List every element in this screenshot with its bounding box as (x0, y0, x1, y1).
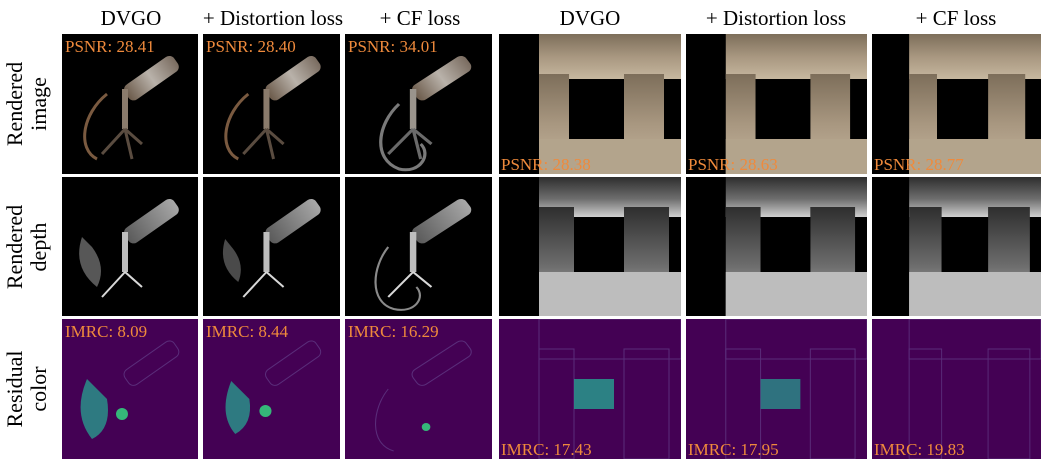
depth-map (539, 177, 681, 316)
imrc-label: IMRC: 17.95 (688, 440, 779, 459)
stone-rendered-image-cf: PSNR: 28.77 (872, 34, 1041, 174)
column-header-cf-1: + CF loss (379, 6, 461, 30)
microphone-image (224, 55, 321, 161)
stone-arch-image (539, 34, 681, 174)
stone-depth-cf (872, 177, 1041, 316)
residual-map (538, 319, 681, 459)
mic-residual-cf: IMRC: 16.29 (345, 319, 492, 459)
psnr-label: PSNR: 28.38 (501, 155, 591, 174)
stone-rendered-image-distortion: PSNR: 28.63 (686, 34, 867, 174)
microphone-image (83, 55, 179, 161)
stone-residual-cf: IMRC: 19.83 (872, 319, 1041, 459)
stone-rendered-image-dvgo: PSNR: 28.38 (499, 34, 681, 174)
psnr-label: PSNR: 28.63 (688, 155, 778, 174)
stone-residual-dvgo: IMRC: 17.43 (499, 319, 681, 459)
row-label-residual-color: Residual color (2, 350, 51, 428)
residual-map (725, 319, 867, 459)
stone-residual-distortion: IMRC: 17.95 (686, 319, 867, 459)
stone-depth-dvgo (499, 177, 681, 316)
mic-residual-distortion: IMRC: 8.44 (203, 319, 340, 459)
depth-map (79, 198, 179, 298)
mic-depth-distortion (203, 177, 340, 316)
stone-depth-distortion (686, 177, 867, 316)
psnr-label: PSNR: 28.40 (206, 37, 296, 56)
column-header-distortion-1: + Distortion loss (202, 6, 344, 30)
residual-map (374, 340, 472, 452)
row-label-rendered-image: Rendered image (2, 61, 51, 147)
column-header-dvgo-2: DVGO (559, 6, 621, 30)
column-header-dvgo-1: DVGO (100, 6, 162, 30)
residual-map (80, 340, 180, 439)
residual-map (908, 319, 1041, 459)
stone-arch-image (909, 34, 1041, 174)
mic-depth-cf (345, 177, 492, 316)
depth-map (374, 198, 472, 311)
imrc-label: IMRC: 16.29 (348, 322, 439, 341)
residual-map (225, 340, 322, 434)
depth-map (909, 177, 1041, 316)
mic-rendered-image-dvgo: PSNR: 28.41 (62, 34, 198, 174)
depth-map (725, 177, 867, 316)
depth-map (222, 198, 321, 298)
stone-arch-image (725, 34, 867, 174)
psnr-label: PSNR: 34.01 (348, 37, 438, 56)
mic-rendered-image-distortion: PSNR: 28.40 (203, 34, 340, 174)
row-label-rendered-depth: Rendered depth (2, 204, 51, 289)
mic-residual-dvgo: IMRC: 8.09 (62, 319, 198, 459)
column-header-cf-2: + CF loss (915, 6, 997, 30)
imrc-label: IMRC: 17.43 (501, 440, 592, 459)
mic-rendered-image-cf: PSNR: 34.01 (345, 34, 492, 174)
imrc-label: IMRC: 8.44 (206, 322, 289, 341)
imrc-label: IMRC: 19.83 (874, 440, 965, 459)
microphone-image (379, 55, 472, 172)
psnr-label: PSNR: 28.41 (65, 37, 155, 56)
imrc-label: IMRC: 8.09 (65, 322, 148, 341)
mic-depth-dvgo (62, 177, 198, 316)
psnr-label: PSNR: 28.77 (874, 155, 964, 174)
column-header-distortion-2: + Distortion loss (705, 6, 847, 30)
